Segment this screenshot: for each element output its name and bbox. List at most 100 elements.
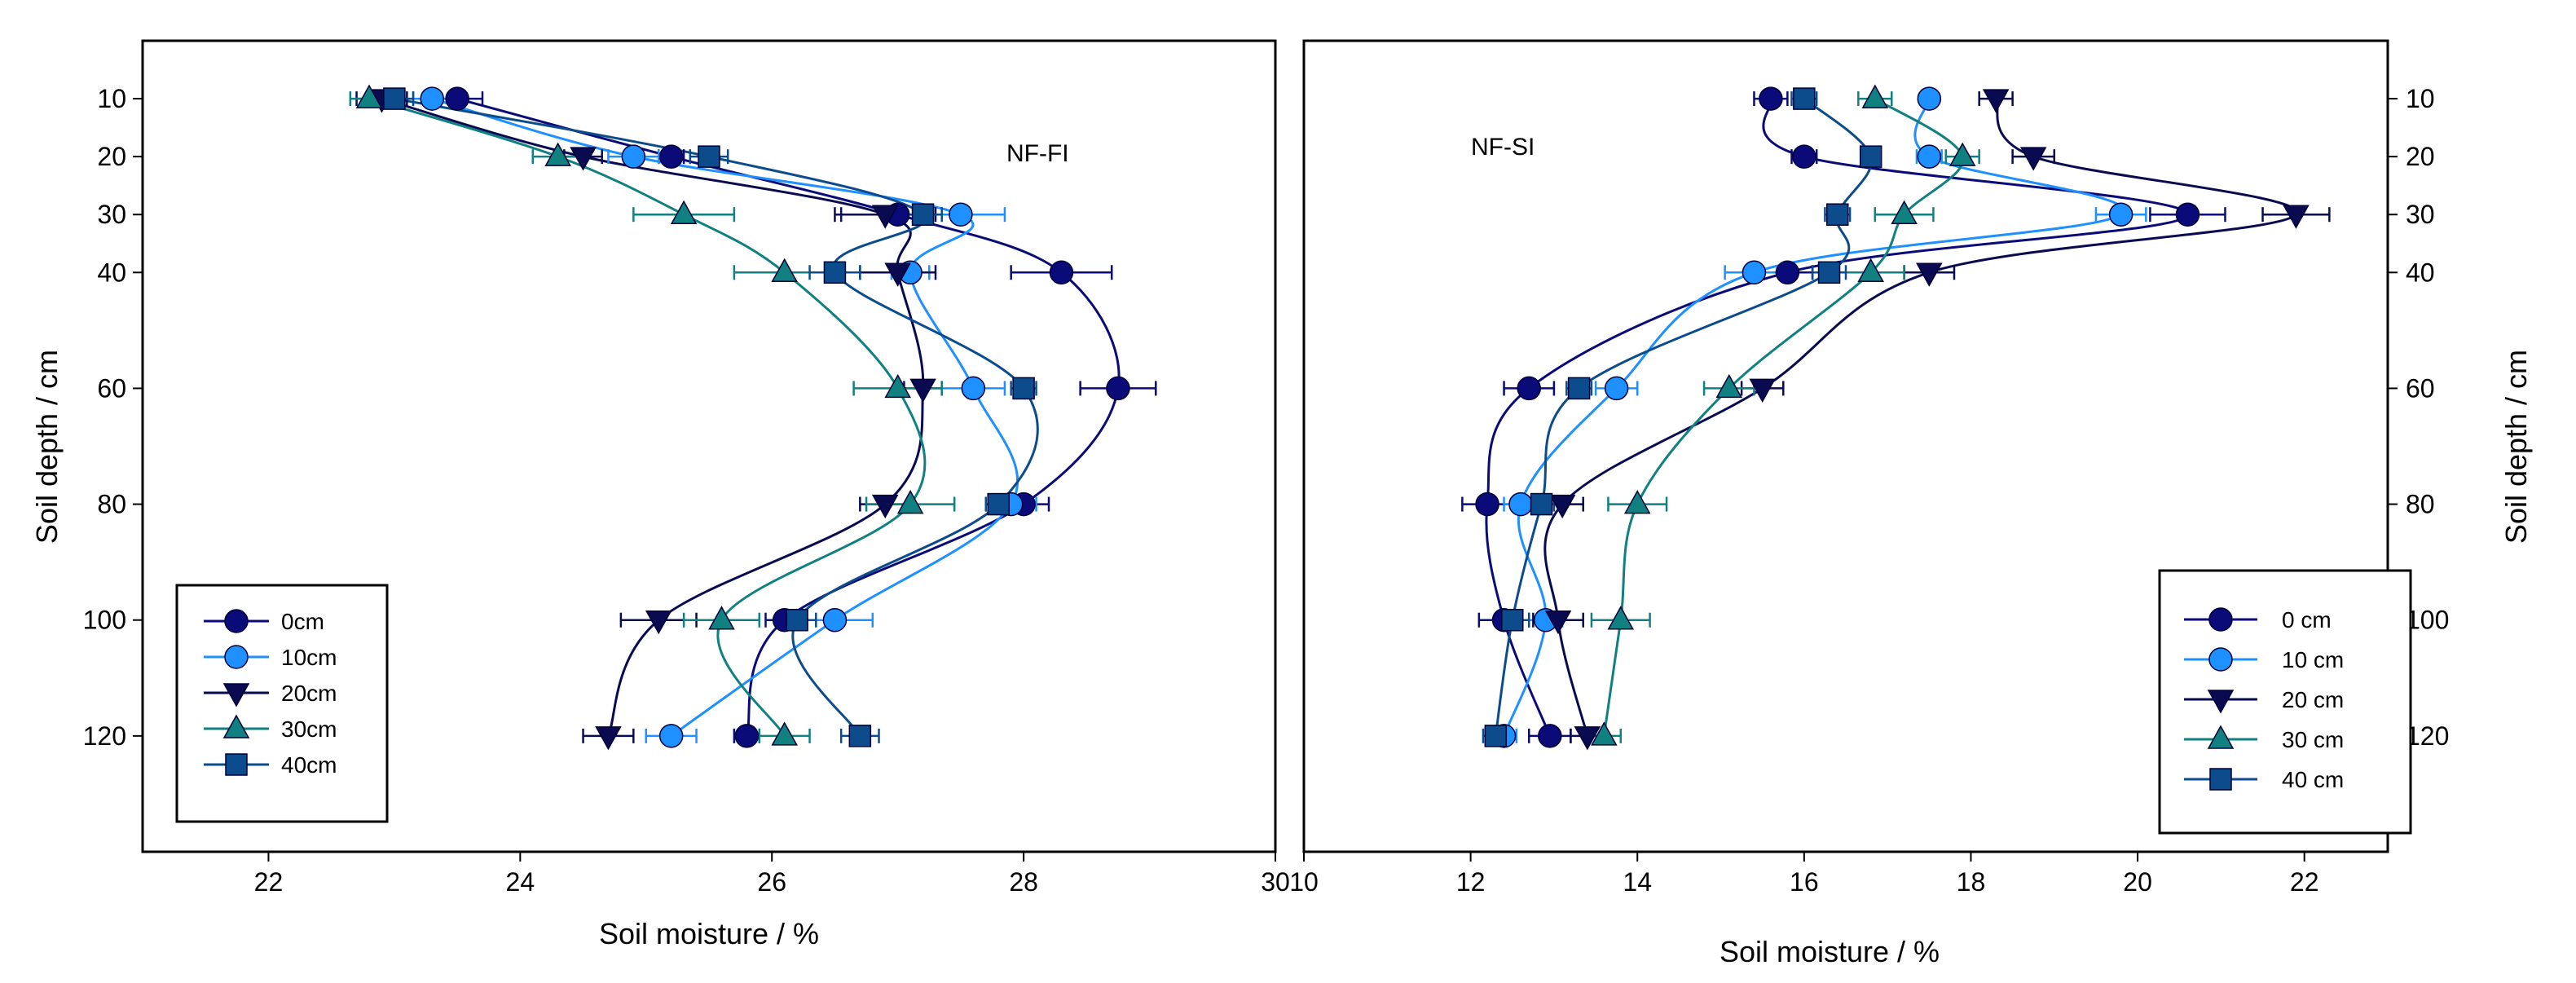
data-point — [544, 142, 571, 166]
data-point — [1917, 86, 1942, 111]
data-point — [670, 200, 698, 224]
x-axis-title: Soil moisture / % — [599, 917, 819, 950]
series-line — [394, 97, 1039, 737]
data-point — [871, 494, 899, 519]
legend-label: 0cm — [281, 609, 324, 634]
series-line — [456, 97, 1121, 737]
data-point — [708, 606, 735, 630]
x-tick-label: 26 — [757, 867, 786, 897]
y-tick-labels: 10 20 30 40 60 80 100 120 — [2406, 84, 2449, 751]
data-point — [595, 726, 622, 751]
legend-box — [175, 584, 389, 823]
x-tick-label: 22 — [2290, 867, 2319, 897]
data-point — [1530, 492, 1553, 516]
x-tick-label: 30 — [1261, 867, 1290, 897]
data-point — [1591, 721, 1618, 746]
data-point — [786, 608, 808, 632]
y-tick-label: 60 — [97, 373, 126, 403]
data-point — [1538, 724, 1562, 748]
y-tick-label: 30 — [2406, 200, 2435, 229]
x-tick-label: 22 — [254, 867, 284, 897]
legend-marker — [2207, 690, 2235, 714]
x-tick-label: 28 — [1009, 867, 1038, 897]
data-point — [734, 724, 760, 748]
data-point — [1861, 84, 1889, 108]
data-point — [1982, 89, 2010, 113]
y-tick-label: 120 — [83, 721, 126, 751]
data-point — [1916, 262, 1943, 287]
y-tick-label: 100 — [83, 606, 126, 635]
legend-marker — [2209, 768, 2232, 791]
y-tick-labels: 10 20 30 40 60 80 100 120 — [83, 84, 126, 751]
x-tick-label: 18 — [1957, 867, 1986, 897]
data-point — [1544, 610, 1572, 635]
data-point — [896, 490, 924, 514]
data-point — [420, 86, 444, 111]
series-markers — [355, 84, 1130, 751]
data-point — [1857, 258, 1884, 283]
data-point — [658, 724, 684, 748]
series-markers — [1475, 84, 2310, 751]
data-point — [1859, 145, 1882, 168]
x-tick-label: 10 — [1289, 867, 1319, 897]
y-tick-label: 80 — [97, 490, 126, 519]
data-point — [822, 607, 848, 633]
data-point — [871, 205, 899, 229]
y-tick-label: 30 — [97, 200, 126, 229]
legend-label: 10 cm — [2282, 647, 2344, 672]
plot-frame — [141, 39, 1277, 853]
tick-marks — [133, 98, 1276, 862]
legend-label: 10cm — [281, 645, 337, 670]
x-axis-title: Soil moisture / % — [1720, 935, 1940, 968]
y-tick-label: 40 — [97, 258, 126, 287]
data-point — [1484, 725, 1508, 747]
legend-marker — [2208, 607, 2233, 632]
legend-label: 40 cm — [2282, 767, 2344, 792]
data-point — [848, 725, 872, 747]
series-curves — [368, 97, 1121, 738]
data-point — [1775, 260, 1800, 285]
data-point — [645, 610, 672, 635]
data-point — [2019, 147, 2047, 171]
y-tick-label: 80 — [2406, 490, 2435, 519]
data-point — [884, 373, 911, 399]
series-line — [381, 97, 925, 737]
x-tick-labels: 22 24 26 28 30 — [254, 867, 1290, 897]
data-point — [1106, 376, 1130, 401]
data-point — [1548, 494, 1576, 519]
x-tick-label: 20 — [2123, 867, 2152, 897]
x-tick-label: 14 — [1623, 867, 1652, 897]
series-line — [1602, 97, 1964, 737]
data-point — [658, 144, 684, 169]
data-point — [355, 84, 383, 108]
y-axis-title: Soil depth / cm — [2499, 350, 2533, 544]
legend: 0 cm 10 cm 20 cm 30 cm 40 cm — [2158, 569, 2412, 835]
y-tick-label: 40 — [2406, 258, 2435, 287]
legend-label: 0 cm — [2282, 607, 2332, 633]
data-point — [1508, 492, 1533, 517]
data-point — [1917, 144, 1942, 169]
data-point — [961, 376, 986, 401]
legend-label: 30cm — [281, 716, 337, 742]
series-line — [431, 97, 1019, 738]
data-point — [1793, 87, 1816, 110]
x-tick-labels: 10 12 14 16 18 20 22 — [1289, 867, 2318, 897]
legend-label: 40cm — [281, 752, 337, 778]
data-point — [823, 261, 847, 284]
data-point — [2175, 202, 2200, 227]
data-point — [621, 144, 646, 169]
data-point — [1817, 261, 1841, 284]
data-point — [1715, 373, 1743, 399]
data-point — [1949, 142, 1976, 166]
data-point — [1049, 260, 1074, 285]
legend-label: 20cm — [281, 681, 337, 706]
data-point — [1517, 376, 1541, 401]
data-point — [1891, 200, 1918, 224]
data-point — [1749, 378, 1776, 403]
legend-label: 20 cm — [2282, 687, 2344, 712]
data-point — [1792, 144, 1816, 169]
data-point — [1501, 608, 1524, 632]
data-point — [1607, 606, 1635, 630]
legend-marker — [225, 753, 248, 776]
